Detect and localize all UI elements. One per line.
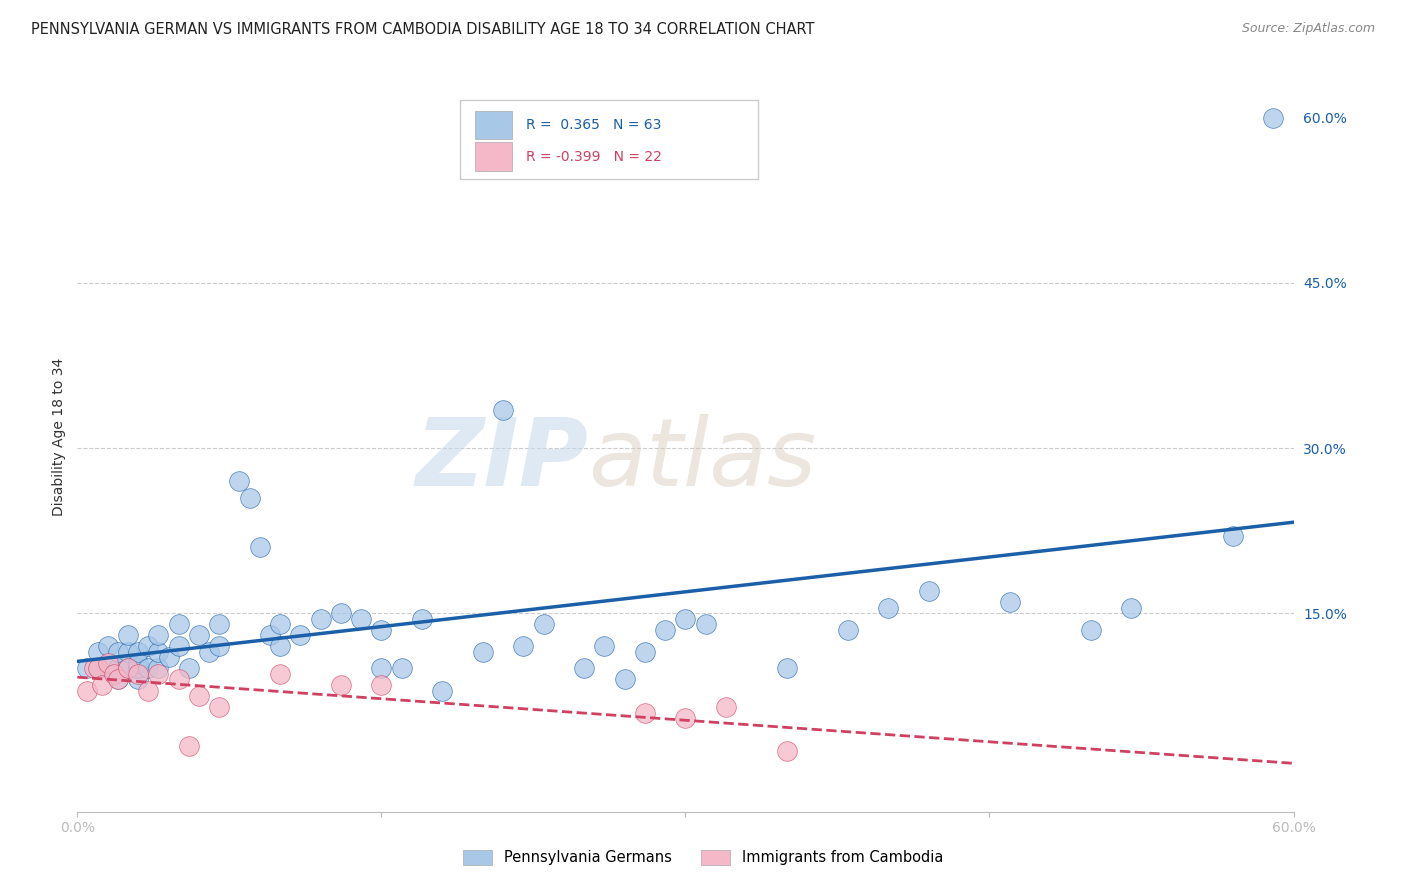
Point	[97, 661, 120, 675]
Y-axis label: Disability Age 18 to 34: Disability Age 18 to 34	[52, 358, 66, 516]
Point	[208, 617, 231, 632]
Point	[157, 650, 180, 665]
Point	[148, 645, 170, 659]
Point	[127, 667, 149, 681]
Point	[97, 640, 120, 654]
Point	[350, 612, 373, 626]
Text: R =  0.365   N = 63: R = 0.365 N = 63	[526, 118, 661, 132]
Point	[127, 645, 149, 659]
Point	[208, 640, 231, 654]
Point	[117, 628, 139, 642]
Point	[239, 491, 262, 505]
Text: Source: ZipAtlas.com: Source: ZipAtlas.com	[1241, 22, 1375, 36]
Text: atlas: atlas	[588, 414, 817, 505]
Point	[107, 661, 129, 675]
Point	[198, 645, 221, 659]
Point	[329, 678, 352, 692]
Point	[86, 661, 108, 675]
Point	[391, 661, 413, 675]
Point	[177, 661, 200, 675]
Point	[103, 667, 125, 681]
Point	[370, 623, 392, 637]
Point	[76, 661, 98, 675]
Point	[107, 673, 129, 687]
Point	[714, 700, 737, 714]
Point	[918, 584, 941, 599]
Point	[430, 683, 453, 698]
Point	[127, 656, 149, 670]
Point	[269, 617, 291, 632]
Point	[148, 667, 170, 681]
Point	[1263, 111, 1285, 125]
Text: PENNSYLVANIA GERMAN VS IMMIGRANTS FROM CAMBODIA DISABILITY AGE 18 TO 34 CORRELAT: PENNSYLVANIA GERMAN VS IMMIGRANTS FROM C…	[31, 22, 814, 37]
Point	[370, 678, 392, 692]
Point	[290, 628, 312, 642]
Point	[148, 628, 170, 642]
Point	[533, 617, 555, 632]
Legend: Pennsylvania Germans, Immigrants from Cambodia: Pennsylvania Germans, Immigrants from Ca…	[457, 844, 949, 871]
Point	[86, 645, 108, 659]
Point	[411, 612, 433, 626]
Point	[90, 678, 112, 692]
Point	[1222, 529, 1244, 543]
Point	[107, 673, 129, 687]
Point	[634, 645, 657, 659]
Point	[269, 640, 291, 654]
Point	[167, 640, 190, 654]
Point	[370, 661, 392, 675]
Point	[654, 623, 676, 637]
Point	[572, 661, 595, 675]
Point	[492, 402, 515, 417]
Point	[675, 612, 697, 626]
Text: ZIP: ZIP	[415, 414, 588, 506]
Point	[97, 656, 120, 670]
Point	[1121, 600, 1143, 615]
Point	[136, 683, 159, 698]
Point	[136, 661, 159, 675]
Point	[117, 661, 139, 675]
Point	[675, 711, 697, 725]
Point	[1080, 623, 1102, 637]
Point	[167, 673, 190, 687]
Point	[117, 661, 139, 675]
Point	[593, 640, 616, 654]
Point	[249, 541, 271, 555]
Point	[76, 683, 98, 698]
Point	[107, 645, 129, 659]
Point	[695, 617, 717, 632]
Point	[127, 673, 149, 687]
Point	[309, 612, 332, 626]
Point	[776, 661, 799, 675]
Text: R = -0.399   N = 22: R = -0.399 N = 22	[526, 150, 662, 163]
Point	[998, 595, 1021, 609]
Point	[471, 645, 494, 659]
Point	[613, 673, 636, 687]
Point	[512, 640, 534, 654]
Point	[188, 689, 211, 703]
Point	[837, 623, 859, 637]
Point	[877, 600, 900, 615]
Point	[177, 739, 200, 753]
Point	[86, 661, 108, 675]
Point	[188, 628, 211, 642]
FancyBboxPatch shape	[460, 100, 758, 178]
Point	[83, 661, 105, 675]
Point	[117, 645, 139, 659]
Point	[329, 607, 352, 621]
Point	[634, 706, 657, 720]
Point	[127, 661, 149, 675]
Point	[259, 628, 281, 642]
Point	[776, 744, 799, 758]
Point	[167, 617, 190, 632]
FancyBboxPatch shape	[475, 111, 512, 139]
Point	[148, 661, 170, 675]
Point	[228, 474, 250, 488]
Point	[136, 640, 159, 654]
FancyBboxPatch shape	[475, 143, 512, 170]
Point	[208, 700, 231, 714]
Point	[269, 667, 291, 681]
